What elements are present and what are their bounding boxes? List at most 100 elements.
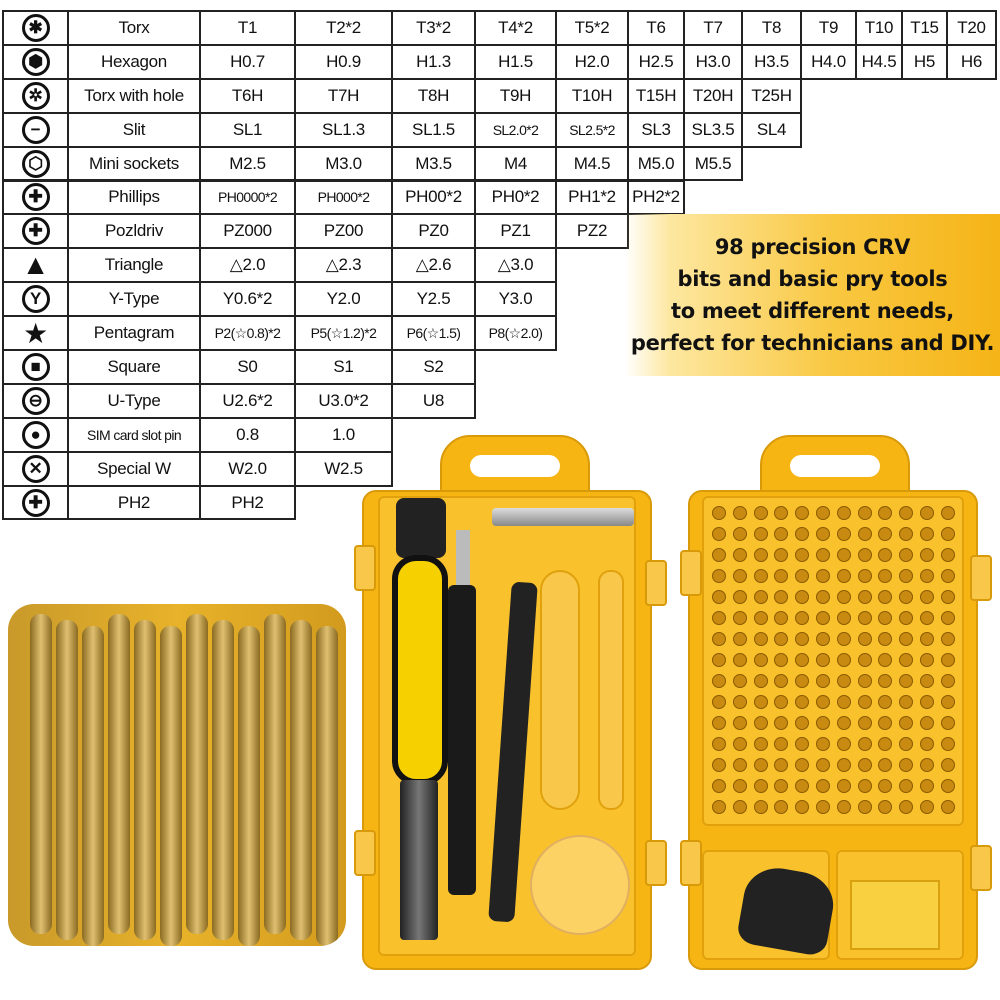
row-label: SIM card slot pin [67,416,201,453]
table-cell: H0.7 [199,43,296,80]
bit-icon [774,800,789,814]
bit-icon [940,548,955,562]
table-cell: PZ1 [474,213,557,250]
star-icon: ★ [2,315,69,351]
bit-icon [857,653,872,667]
table-cell: P2(☆0.8)*2 [199,315,296,351]
table-cell: T20 [946,10,997,46]
bit-icon [816,737,830,751]
table-cell: H3.5 [741,43,802,80]
bit-icon [712,548,726,562]
bit-column [316,626,338,946]
bit-column [134,620,156,940]
table-cell: S1 [294,349,393,385]
table-cell: T25H [741,77,802,114]
bit-icon [753,695,768,709]
row-label: Torx with hole [67,77,201,114]
mini-socket-icon: ⬡ [2,145,69,182]
bit-icon [753,800,768,814]
bit-icon [774,527,789,541]
bit-icon [878,779,893,793]
bit-icon [774,590,789,604]
bit-icon [857,527,872,541]
bit-icon [836,716,851,730]
bit-icon [712,506,726,520]
bit-icon [920,632,934,646]
table-cell: T9 [800,10,857,46]
bit-icon [878,506,893,520]
bit-icon [712,716,726,730]
table-cell: T7H [294,77,393,114]
table-cell: △2.6 [391,247,476,284]
bit-icon [857,758,872,772]
bit-icon [816,674,830,688]
table-cell: M4.5 [555,145,629,182]
table-cell: SL1.5 [391,111,476,148]
table-cell: Y2.5 [391,281,476,318]
slit-icon: − [2,111,69,148]
table-cell: M3.0 [294,145,393,182]
bit-column [264,614,286,934]
bit-icon [920,779,934,793]
bit-icon [774,548,789,562]
bit-icon [795,548,810,562]
bit-icon [899,632,914,646]
bit-icon [732,548,747,562]
bit-icon [712,527,726,541]
bit-icon [774,695,789,709]
bit-icon [732,527,747,541]
bit-icon [753,590,768,604]
bit-icon [816,611,830,625]
bit-icon [712,632,726,646]
bit-icon [878,527,893,541]
special-w-icon: ✕ [2,450,69,487]
bit-icon [712,569,726,583]
bit-icon [732,653,747,667]
table-cell: U2.6*2 [199,382,296,419]
bit-icon [712,674,726,688]
bit-icon [712,758,726,772]
bit-icon [753,758,768,772]
square-icon: ■ [2,349,69,385]
bit-icon [774,758,789,772]
bit-icon [816,548,830,562]
bit-icon [836,569,851,583]
table-cell: T4*2 [474,10,557,46]
table-cell: T10 [855,10,903,46]
table-cell: H6 [946,43,997,80]
bit-icon [712,737,726,751]
table-cell: T8H [391,77,476,114]
table-cell: H5 [901,43,948,80]
table-cell: SL2.5*2 [555,111,629,148]
bit-icon [753,737,768,751]
bit-icon [712,695,726,709]
bit-icon [774,737,789,751]
bit-icon [816,653,830,667]
bit-icon [753,674,768,688]
bit-icon [816,716,830,730]
bit-icon [878,611,893,625]
bit-icon [899,779,914,793]
bit-icon [878,548,893,562]
bit-icon [899,695,914,709]
bit-icon [795,611,810,625]
bit-icon [816,632,830,646]
bit-icon [816,569,830,583]
table-cell: M4 [474,145,557,182]
bit-icon [940,632,955,646]
bit-icon [753,611,768,625]
bit-icon [816,590,830,604]
bit-icon [753,506,768,520]
bit-icon [940,569,955,583]
bit-icon [920,611,934,625]
table-cell: T5*2 [555,10,629,46]
bit-icon [816,800,830,814]
bit-icon [753,548,768,562]
bit-icon [940,779,955,793]
bit-icon [712,590,726,604]
bit-icon [857,779,872,793]
bit-icon [795,800,810,814]
row-label: Special W [67,450,201,487]
bit-icon [878,695,893,709]
bit-icon [920,674,934,688]
